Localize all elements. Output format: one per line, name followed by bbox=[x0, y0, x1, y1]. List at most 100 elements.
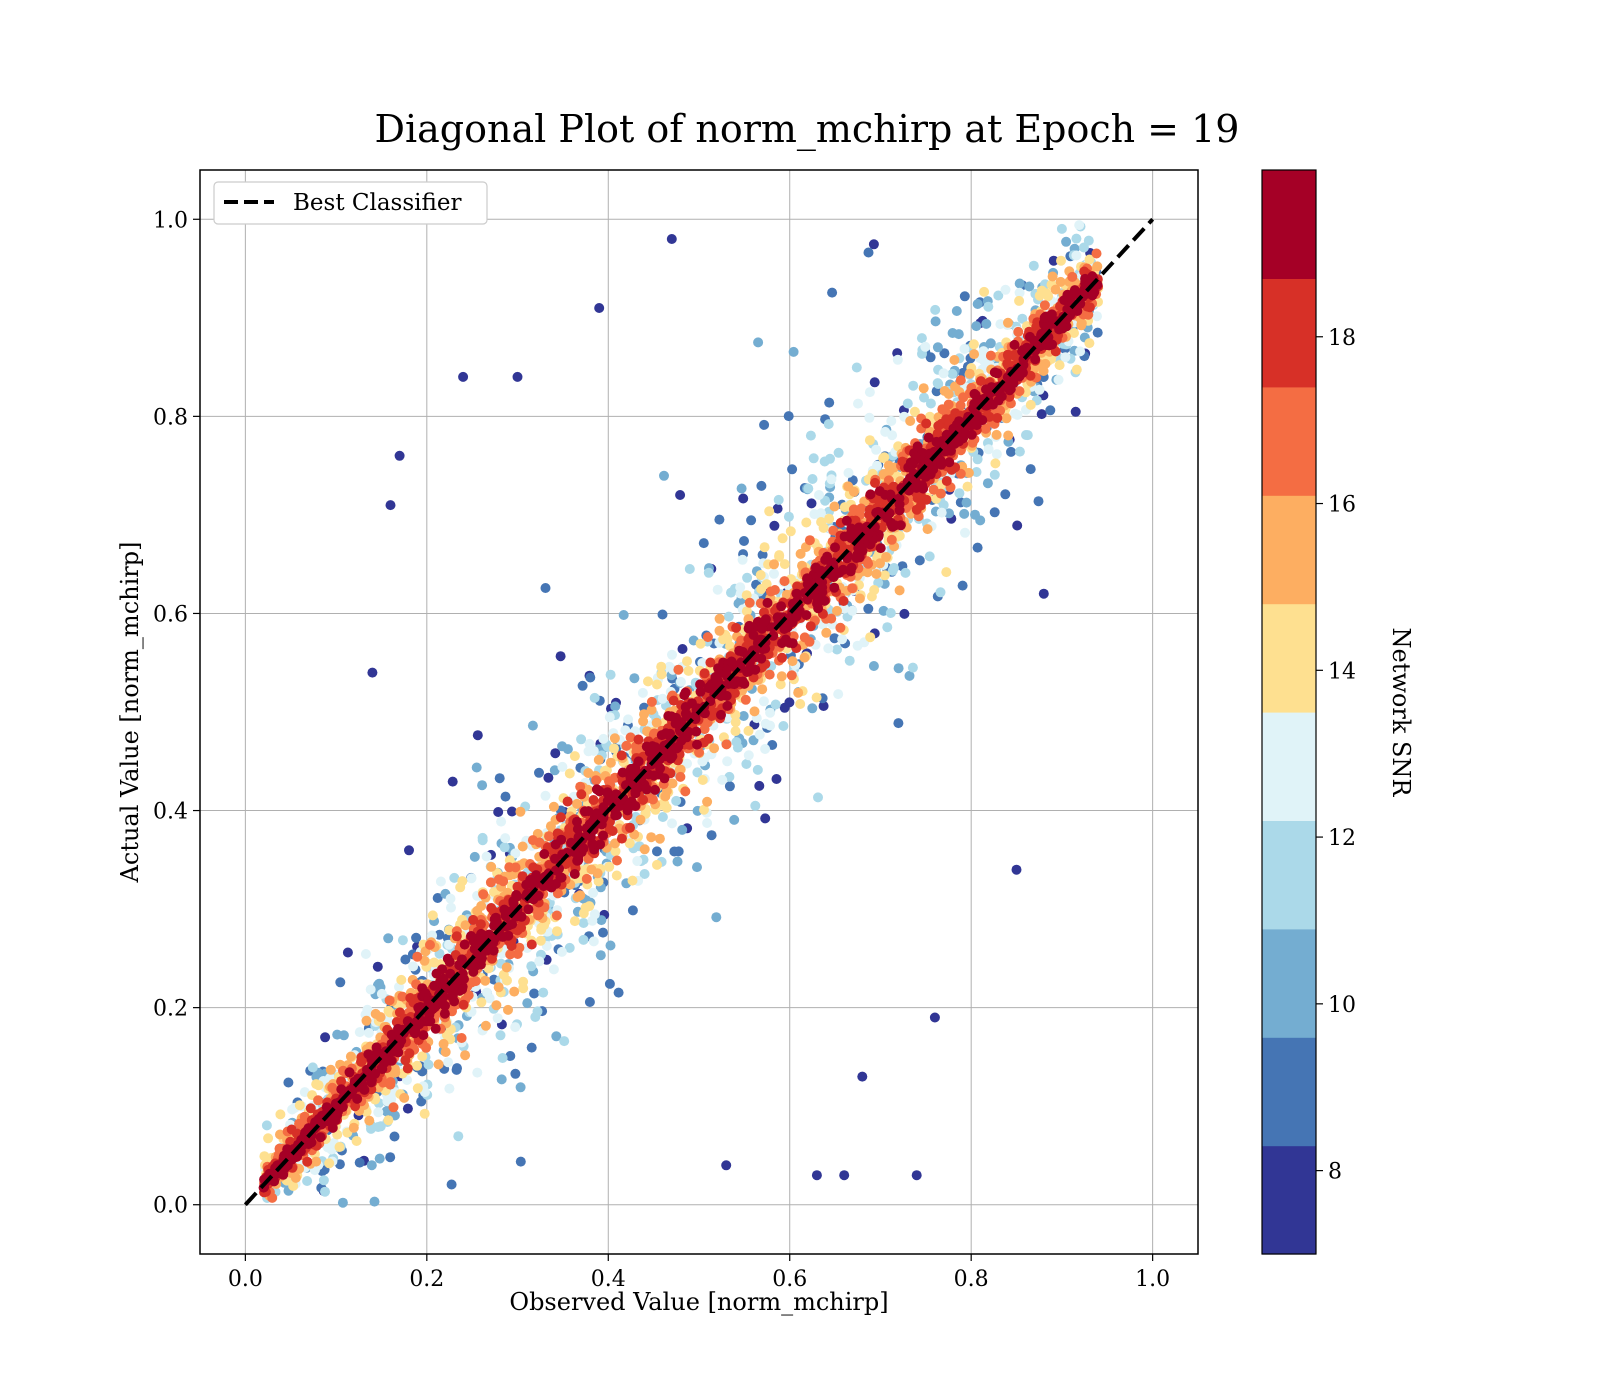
scatter-point bbox=[633, 734, 644, 745]
scatter-point bbox=[932, 342, 943, 353]
scatter-point bbox=[756, 653, 767, 664]
scatter-point bbox=[1084, 254, 1095, 265]
scatter-point bbox=[544, 831, 554, 842]
scatter-point bbox=[904, 670, 915, 681]
scatter-point bbox=[730, 717, 741, 728]
scatter-point bbox=[374, 1153, 385, 1164]
scatter-point bbox=[1024, 281, 1035, 292]
scatter-point bbox=[821, 627, 832, 638]
scatter-point bbox=[609, 733, 620, 744]
scatter-point bbox=[750, 800, 761, 811]
scatter-point bbox=[288, 1181, 299, 1191]
scatter-point bbox=[865, 489, 876, 500]
scatter-point bbox=[551, 910, 562, 921]
scatter-point bbox=[785, 526, 796, 537]
scatter-point bbox=[444, 939, 454, 950]
scatter-point bbox=[731, 737, 742, 747]
scatter-point bbox=[993, 290, 1004, 301]
scatter-point bbox=[588, 795, 599, 805]
scatter-point bbox=[1071, 233, 1082, 244]
scatter-point bbox=[944, 508, 954, 519]
scatter-point bbox=[491, 917, 502, 927]
chart-title: Diagonal Plot of norm_mchirp at Epoch = … bbox=[375, 107, 1240, 152]
scatter-point bbox=[666, 234, 677, 244]
scatter-point bbox=[555, 651, 566, 662]
scatter-point bbox=[522, 998, 533, 1009]
scatter-point bbox=[969, 349, 980, 360]
scatter-point bbox=[534, 767, 544, 778]
scatter-point bbox=[959, 343, 970, 354]
scatter-point bbox=[762, 597, 773, 608]
scatter-point bbox=[551, 1031, 562, 1042]
scatter-point bbox=[765, 707, 776, 718]
scatter-point bbox=[466, 931, 477, 941]
scatter-point bbox=[777, 638, 787, 649]
scatter-point bbox=[423, 1059, 434, 1070]
scatter-point bbox=[893, 663, 904, 674]
scatter-point bbox=[930, 316, 941, 327]
scatter-point bbox=[1025, 370, 1036, 381]
scatter-point bbox=[616, 833, 627, 844]
scatter-point bbox=[598, 830, 609, 841]
scatter-point bbox=[584, 997, 595, 1007]
scatter-point bbox=[456, 1033, 467, 1043]
scatter-point bbox=[598, 927, 608, 938]
scatter-point bbox=[671, 795, 682, 806]
scatter-point bbox=[367, 667, 378, 678]
scatter-point bbox=[373, 1107, 384, 1118]
scatter-point bbox=[683, 726, 694, 737]
scatter-point bbox=[503, 1004, 513, 1015]
scatter-point bbox=[333, 1106, 343, 1117]
scatter-point bbox=[313, 1095, 324, 1106]
scatter-point bbox=[397, 991, 408, 1002]
scatter-point bbox=[552, 888, 563, 899]
scatter-point bbox=[843, 467, 854, 478]
scatter-point bbox=[667, 818, 677, 829]
scatter-point bbox=[712, 584, 723, 595]
scatter-point bbox=[809, 509, 820, 520]
scatter-point bbox=[501, 962, 512, 973]
scatter-point bbox=[505, 1051, 516, 1061]
scatter-point bbox=[496, 816, 507, 827]
scatter-point bbox=[959, 508, 970, 519]
scatter-point bbox=[627, 875, 638, 886]
scatter-point bbox=[730, 726, 741, 737]
scatter-point bbox=[632, 856, 643, 866]
scatter-point bbox=[749, 706, 760, 717]
scatter-point bbox=[515, 806, 526, 817]
plot-area: 0.0 0.2 0.4 0.6 0.8 1.0 0.00.20.40.60.81.0 bbox=[153, 169, 1199, 1292]
scatter-point bbox=[468, 914, 479, 925]
scatter-point bbox=[510, 1068, 521, 1079]
scatter-point bbox=[540, 583, 551, 593]
scatter-point bbox=[933, 420, 944, 431]
scatter-point bbox=[650, 784, 660, 795]
scatter-point bbox=[699, 804, 709, 815]
scatter-point bbox=[702, 818, 713, 828]
scatter-point bbox=[494, 773, 505, 784]
scatter-point bbox=[947, 328, 958, 338]
scatter-point bbox=[417, 1051, 428, 1062]
scatter-point bbox=[905, 416, 916, 426]
scatter-point bbox=[408, 961, 419, 972]
scatter-point bbox=[824, 397, 835, 408]
scatter-point bbox=[1042, 321, 1053, 332]
scatter-point bbox=[638, 794, 649, 805]
scatter-point bbox=[342, 947, 353, 958]
scatter-point bbox=[972, 454, 983, 465]
scatter-point bbox=[1001, 413, 1012, 424]
scatter-point bbox=[625, 822, 635, 833]
scatter-point bbox=[1014, 295, 1025, 306]
scatter-point bbox=[584, 738, 595, 749]
scatter-point bbox=[617, 767, 628, 778]
scatter-point bbox=[611, 810, 622, 820]
scatter-point bbox=[447, 776, 458, 787]
scatter-point bbox=[983, 444, 994, 455]
scatter-point bbox=[1000, 284, 1011, 295]
scatter-point bbox=[589, 692, 600, 703]
scatter-point bbox=[446, 902, 456, 913]
scatter-point bbox=[714, 625, 725, 636]
scatter-point bbox=[1014, 287, 1025, 298]
scatter-point bbox=[1038, 588, 1049, 599]
scatter-point bbox=[493, 807, 504, 817]
scatter-point bbox=[746, 515, 757, 526]
